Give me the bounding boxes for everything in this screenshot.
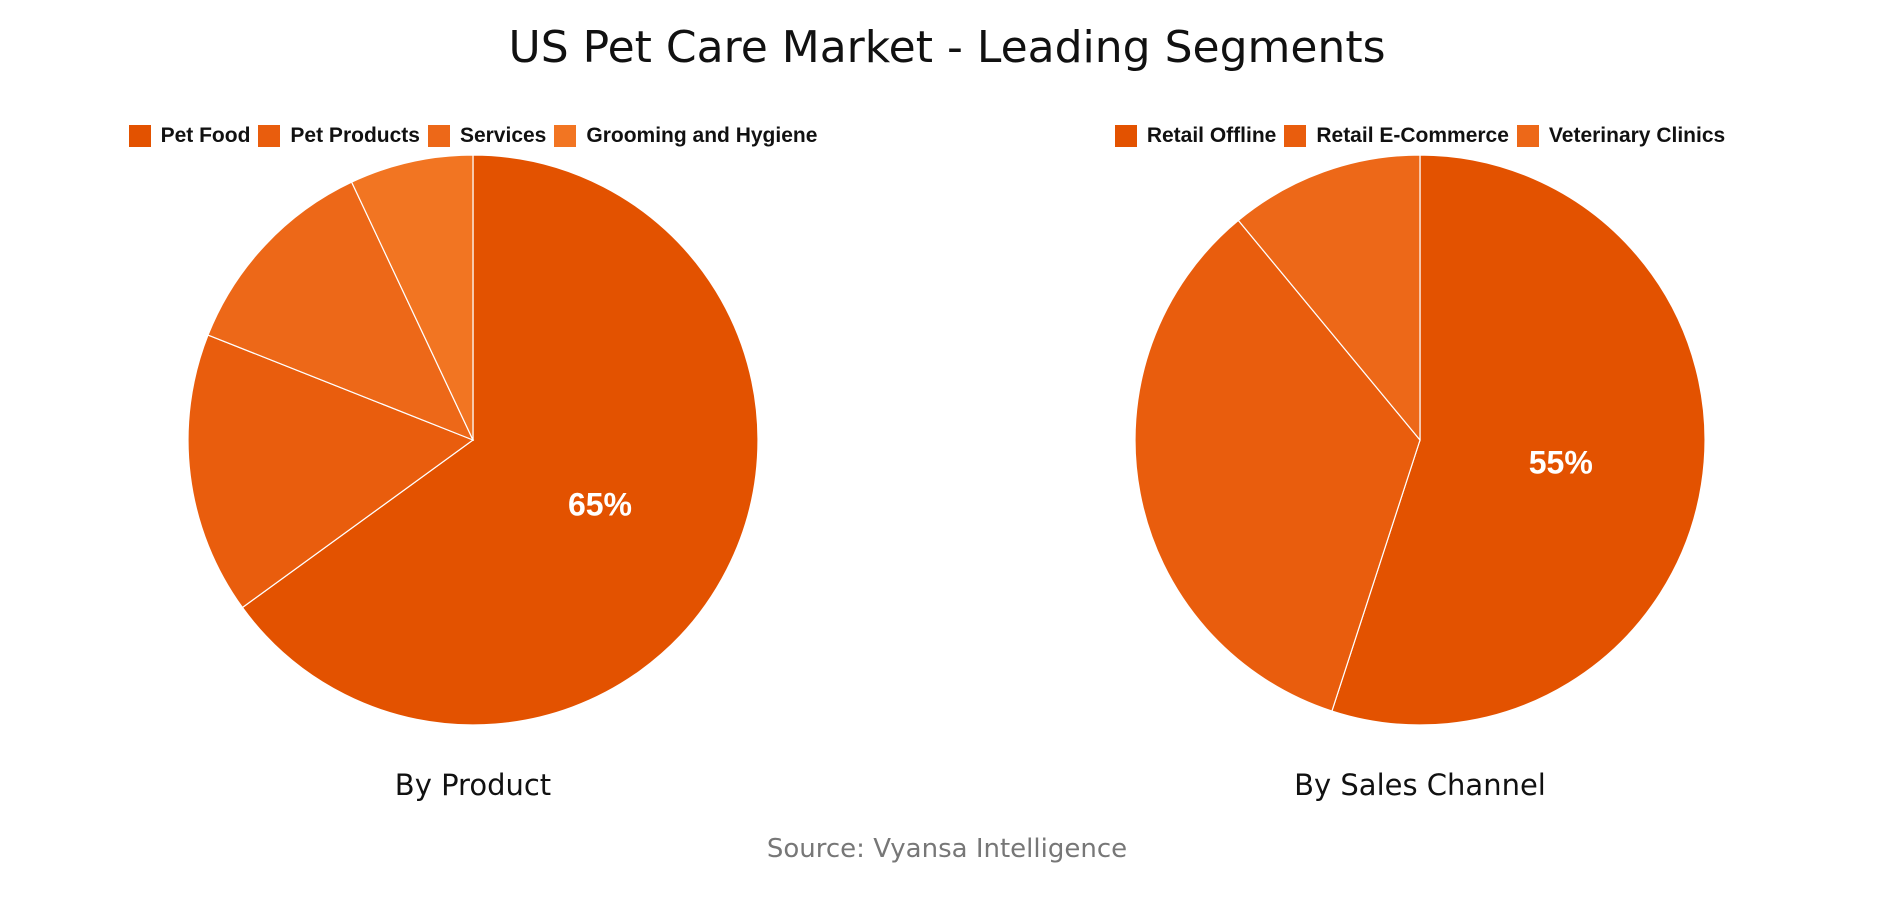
pie-slice-grooming-and-hygiene (350, 154, 474, 441)
pie-slice-services (207, 181, 475, 442)
data-label: 65% (568, 487, 632, 523)
subtitle-by-product: By Product (394, 768, 552, 802)
legend-by-sales-channel: Retail Offline Retail E-Commerce Veterinar… (970, 124, 1870, 148)
pie-slice-retail-offline (1331, 154, 1706, 726)
legend-swatch (1284, 125, 1307, 147)
pie-slice-pet-food (241, 154, 759, 726)
legend-label: Retail E-Commerce (1316, 124, 1509, 147)
pie-slice-pet-products (187, 334, 475, 609)
legend-item: Veterinary Clinics (1516, 124, 1726, 148)
legend-item: Pet Products (258, 124, 420, 148)
legend-item: Grooming and Hygiene (554, 124, 817, 148)
legend-label: Grooming and Hygiene (586, 124, 818, 147)
pie-slice-veterinary-clinics (1237, 154, 1421, 442)
data-label: 55% (1529, 444, 1593, 480)
legend-label: Services (459, 124, 547, 147)
legend-label: Pet Food (160, 124, 251, 147)
legend-by-product: Pet Food Pet Products Services Grooming and… (23, 124, 923, 148)
legend-label: Veterinary Clinics (1548, 124, 1726, 147)
legend-swatch (554, 125, 577, 147)
legend-item: Pet Food (128, 124, 251, 148)
subtitle-by-sales-channel: By Sales Channel (1294, 768, 1546, 802)
legend-label: Pet Products (290, 124, 420, 147)
legend-swatch (1516, 125, 1539, 147)
legend-swatch (427, 125, 450, 147)
pie-slice-retail-e-commerce (1134, 219, 1421, 712)
source-note: Source: Vyansa Intelligence (766, 834, 1128, 864)
legend-item: Services (427, 124, 547, 148)
chart-title: US Pet Care Market - Leading Segments (508, 22, 1386, 73)
legend-item: Retail Offline (1114, 124, 1277, 148)
legend-swatch (1114, 125, 1137, 147)
legend-label: Retail Offline (1146, 124, 1277, 147)
legend-swatch (258, 125, 281, 147)
legend-item: Retail E-Commerce (1284, 124, 1509, 148)
legend-swatch (128, 125, 151, 147)
